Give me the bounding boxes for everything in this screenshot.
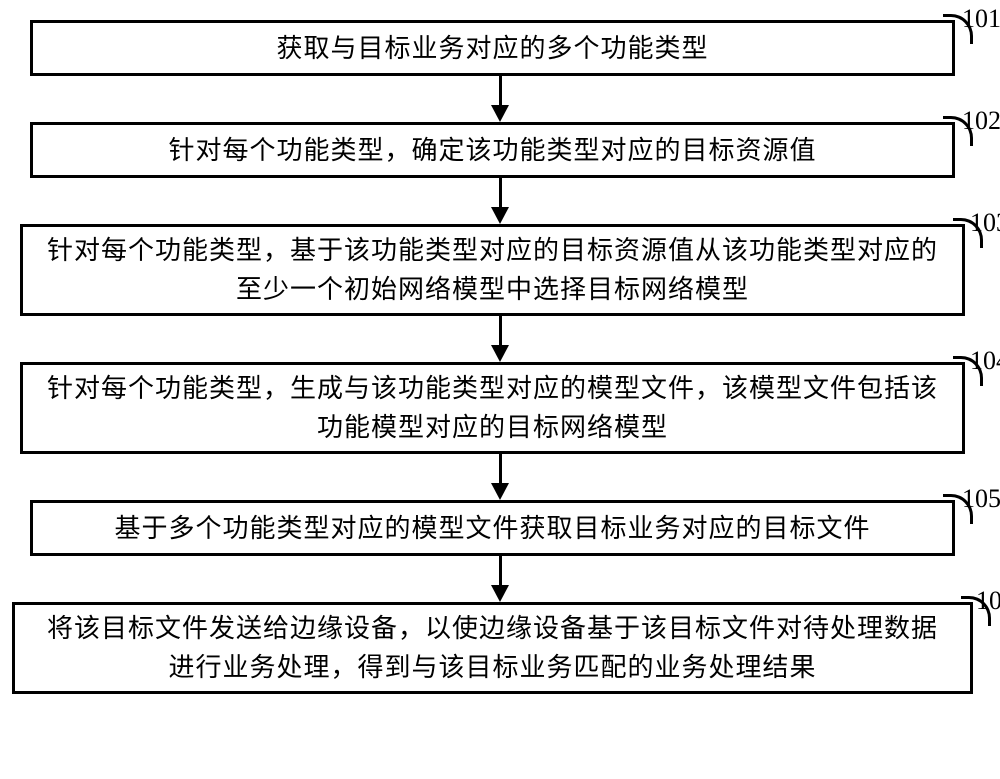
flow-step-101: 获取与目标业务对应的多个功能类型	[30, 20, 955, 76]
flow-arrow	[499, 316, 502, 345]
flow-step-text: 将该目标文件发送给边缘设备，以使边缘设备基于该目标文件对待处理数据进行业务处理，…	[35, 609, 950, 687]
flow-arrow-head	[491, 105, 509, 122]
step-id-label: 106	[976, 586, 1000, 616]
flow-arrow-head	[491, 345, 509, 362]
flow-arrow-head	[491, 483, 509, 500]
flow-step-106: 将该目标文件发送给边缘设备，以使边缘设备基于该目标文件对待处理数据进行业务处理，…	[12, 602, 973, 694]
flow-step-text: 针对每个功能类型，确定该功能类型对应的目标资源值	[168, 131, 816, 170]
flow-step-104: 针对每个功能类型，生成与该功能类型对应的模型文件，该模型文件包括该功能模型对应的…	[20, 362, 965, 454]
step-id-label: 103	[970, 208, 1000, 238]
flow-step-102: 针对每个功能类型，确定该功能类型对应的目标资源值	[30, 122, 955, 178]
step-id-label: 102	[962, 106, 1000, 136]
flow-step-text: 针对每个功能类型，基于该功能类型对应的目标资源值从该功能类型对应的至少一个初始网…	[43, 231, 942, 309]
flow-arrow	[499, 454, 502, 483]
step-id-label: 104	[970, 346, 1000, 376]
step-id-label: 101	[962, 4, 1000, 34]
step-id-label: 105	[962, 484, 1000, 514]
flow-arrow	[499, 76, 502, 105]
flow-step-text: 针对每个功能类型，生成与该功能类型对应的模型文件，该模型文件包括该功能模型对应的…	[43, 369, 942, 447]
flow-step-103: 针对每个功能类型，基于该功能类型对应的目标资源值从该功能类型对应的至少一个初始网…	[20, 224, 965, 316]
flow-step-text: 基于多个功能类型对应的模型文件获取目标业务对应的目标文件	[114, 509, 870, 548]
flowchart-canvas: 获取与目标业务对应的多个功能类型 101 针对每个功能类型，确定该功能类型对应的目标…	[0, 0, 1000, 779]
flow-arrow-head	[491, 207, 509, 224]
flow-arrow	[499, 178, 502, 207]
flow-step-text: 获取与目标业务对应的多个功能类型	[276, 29, 708, 68]
flow-arrow	[499, 556, 502, 585]
flow-arrow-head	[491, 585, 509, 602]
flow-step-105: 基于多个功能类型对应的模型文件获取目标业务对应的目标文件	[30, 500, 955, 556]
